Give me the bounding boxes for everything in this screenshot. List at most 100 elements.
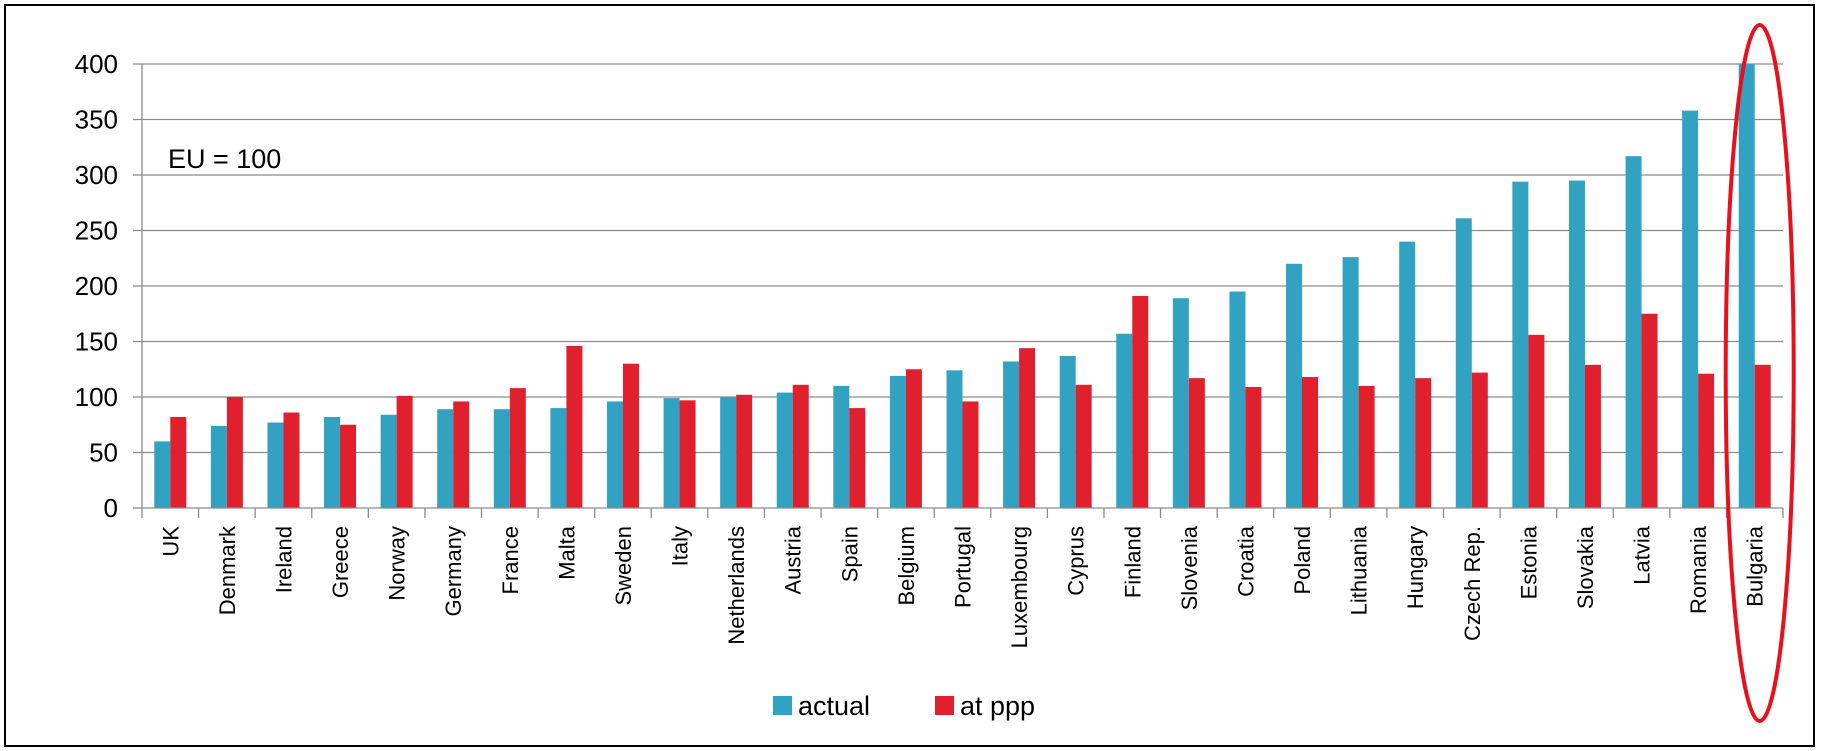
x-tick-label-bulgaria: Bulgaria (1743, 525, 1768, 606)
x-tick-label-lithuania: Lithuania (1347, 525, 1372, 615)
bar-at-ppp-malta (566, 345, 583, 508)
bar-actual-romania (1682, 110, 1699, 509)
x-tick-label-finland: Finland (1120, 526, 1145, 598)
bar-actual-luxembourg (1003, 361, 1020, 508)
bar-actual-germany (437, 409, 454, 508)
bar-at-ppp-austria (792, 384, 809, 508)
bar-at-ppp-luxembourg (1019, 348, 1036, 508)
bar-at-ppp-spain (849, 408, 866, 508)
x-tick-label-latvia: Latvia (1630, 525, 1655, 584)
bar-at-ppp-finland (1132, 295, 1149, 508)
bar-actual-croatia (1229, 291, 1246, 508)
y-tick-label-200: 200 (75, 271, 118, 301)
x-tick-label-ireland: Ireland (271, 526, 296, 593)
legend-label-at-ppp: at ppp (960, 691, 1035, 721)
x-tick-label-poland: Poland (1290, 526, 1315, 595)
bar-at-ppp-croatia (1245, 387, 1262, 508)
bar-at-ppp-portugal (962, 401, 979, 508)
bar-actual-czech-rep (1455, 218, 1472, 509)
bar-actual-denmark (210, 425, 227, 508)
legend-label-actual: actual (798, 691, 870, 721)
bar-actual-france (493, 409, 510, 508)
y-tick-label-300: 300 (75, 160, 118, 190)
bar-at-ppp-estonia (1528, 334, 1545, 508)
bar-at-ppp-czech-rep (1471, 372, 1488, 508)
bar-at-ppp-belgium (905, 369, 922, 508)
bar-actual-sweden (606, 401, 623, 508)
bar-at-ppp-norway (396, 395, 413, 508)
bar-actual-slovenia (1172, 298, 1189, 508)
x-tick-label-slovakia: Slovakia (1573, 525, 1598, 609)
bars (154, 64, 1771, 509)
bar-at-ppp-denmark (226, 397, 243, 508)
y-tick-label-100: 100 (75, 382, 118, 412)
bar-at-ppp-france (509, 388, 526, 508)
x-tick-label-hungary: Hungary (1403, 526, 1428, 609)
bar-at-ppp-slovenia (1188, 378, 1205, 508)
x-tick-label-malta: Malta (554, 525, 579, 580)
bar-actual-norway (380, 414, 397, 508)
bar-actual-malta (550, 408, 567, 508)
bar-at-ppp-slovakia (1584, 364, 1601, 508)
bar-actual-cyprus (1059, 355, 1076, 508)
x-tick-label-netherlands: Netherlands (724, 526, 749, 645)
bar-actual-netherlands (720, 397, 737, 508)
bar-actual-austria (776, 392, 793, 508)
bar-at-ppp-ireland (283, 412, 300, 508)
x-tick-label-austria: Austria (781, 525, 806, 594)
bar-at-ppp-bulgaria (1754, 364, 1771, 508)
y-tick-label-350: 350 (75, 105, 118, 135)
bar-actual-italy (663, 398, 680, 508)
x-tick-label-slovenia: Slovenia (1177, 525, 1202, 610)
legend: actual at ppp (773, 691, 1035, 721)
bar-actual-poland (1286, 263, 1303, 508)
bar-actual-finland (1116, 333, 1133, 508)
bar-actual-belgium (889, 375, 906, 508)
x-tick-label-luxembourg: Luxembourg (1007, 526, 1032, 648)
x-tick-label-croatia: Croatia (1233, 525, 1258, 597)
x-tick-label-cyprus: Cyprus (1064, 526, 1089, 596)
y-tick-label-400: 400 (75, 49, 118, 79)
y-tick-label-0: 0 (104, 493, 118, 523)
bar-at-ppp-germany (453, 401, 470, 508)
bar-at-ppp-uk (170, 416, 187, 508)
x-tick-label-uk: UK (158, 526, 183, 557)
bar-at-ppp-romania (1698, 373, 1715, 508)
bar-actual-greece (324, 416, 341, 508)
bar-actual-uk (154, 441, 171, 508)
bar-actual-ireland (267, 422, 284, 508)
bar-actual-hungary (1399, 241, 1416, 508)
highlight-ellipse (1723, 23, 1796, 723)
bar-actual-portugal (946, 370, 963, 508)
y-tick-label-50: 50 (89, 438, 118, 468)
bar-actual-lithuania (1342, 257, 1359, 508)
bar-at-ppp-poland (1302, 377, 1319, 508)
bar-actual-bulgaria (1738, 64, 1755, 508)
bar-at-ppp-italy (679, 400, 696, 508)
x-tick-label-sweden: Sweden (611, 526, 636, 606)
bar-at-ppp-netherlands (736, 394, 753, 508)
x-tick-label-estonia: Estonia (1516, 525, 1541, 599)
highlight (1723, 23, 1796, 723)
bar-actual-latvia (1625, 156, 1642, 508)
axes: 0 50 100 150 200 250 300 350 400 UK Denmark Ireland… (75, 49, 1784, 648)
x-tick-label-denmark: Denmark (215, 525, 240, 615)
gridlines (142, 63, 1783, 454)
y-tick-label-150: 150 (75, 327, 118, 357)
bar-actual-slovakia (1568, 180, 1585, 509)
x-tick-label-belgium: Belgium (894, 526, 919, 605)
x-tick-label-norway: Norway (385, 526, 410, 601)
bar-at-ppp-sweden (622, 363, 639, 508)
bar-at-ppp-cyprus (1075, 384, 1092, 508)
y-tick-label-250: 250 (75, 216, 118, 246)
eu-annotation: EU = 100 (168, 144, 281, 174)
x-tick-label-czech-rep: Czech Rep. (1460, 526, 1485, 641)
x-tick-label-spain: Spain (837, 526, 862, 582)
x-tick-label-romania: Romania (1686, 525, 1711, 614)
x-tick-label-france: France (498, 526, 523, 594)
x-tick-label-greece: Greece (328, 526, 353, 598)
bar-at-ppp-lithuania (1358, 385, 1375, 508)
x-tick-label-portugal: Portugal (951, 526, 976, 608)
x-tick-label-germany: Germany (441, 526, 466, 616)
